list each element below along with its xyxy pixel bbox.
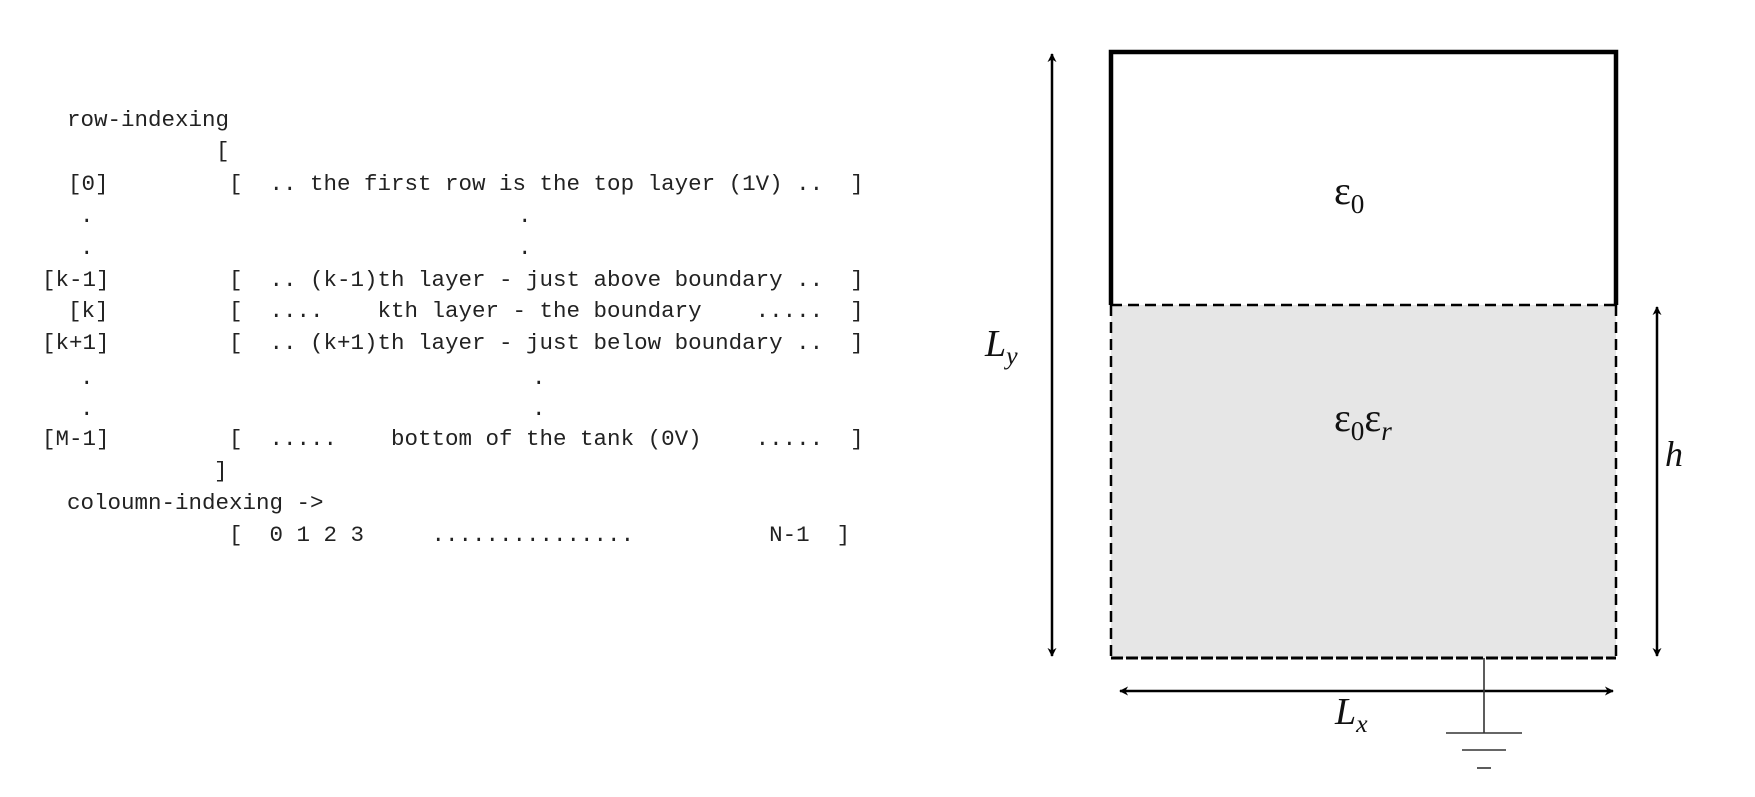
row-index: . [80,396,94,422]
matrix-close-bracket: ] [214,458,228,484]
row-index: . [80,235,94,261]
row-content: [ .... kth layer - the boundary ..... ] [229,298,864,324]
row-content: [ .. (k-1)th layer - just above boundary… [229,267,864,293]
liquid-height-label: h [1665,434,1683,474]
row-index: [k] [68,298,109,324]
tank-upper-wall [1108,49,1619,305]
row-content: . [532,396,546,422]
row-content: . [518,235,532,261]
row-content: [ .. the first row is the top layer (1V)… [229,171,864,197]
row-content: [ ..... bottom of the tank (0V) ..... ] [229,426,864,452]
tank-height-label: Ly [985,323,1018,371]
top-region-permittivity-label: ε0 [1334,168,1365,219]
dielectric-liquid-region [1111,305,1616,658]
column-index-row: [ 0 1 2 3 ............... N-1 ] [229,522,851,548]
row-index: [M-1] [42,426,110,452]
row-index: [k-1] [42,267,110,293]
row-content: [ .. (k+1)th layer - just below boundary… [229,330,864,356]
row-index: . [80,203,94,229]
row-index: . [80,365,94,391]
row-content: . [518,203,532,229]
liquid-region-permittivity-label: ε0εr [1334,395,1392,446]
matrix-open-bracket: [ [216,138,230,164]
column-indexing-label: coloumn-indexing -> [67,490,324,516]
row-index: [k+1] [42,330,110,356]
tank-width-label: Lx [1335,691,1368,739]
row-index: [0] [68,171,109,197]
row-content: . [532,365,546,391]
row-indexing-label: row-indexing [67,107,230,133]
